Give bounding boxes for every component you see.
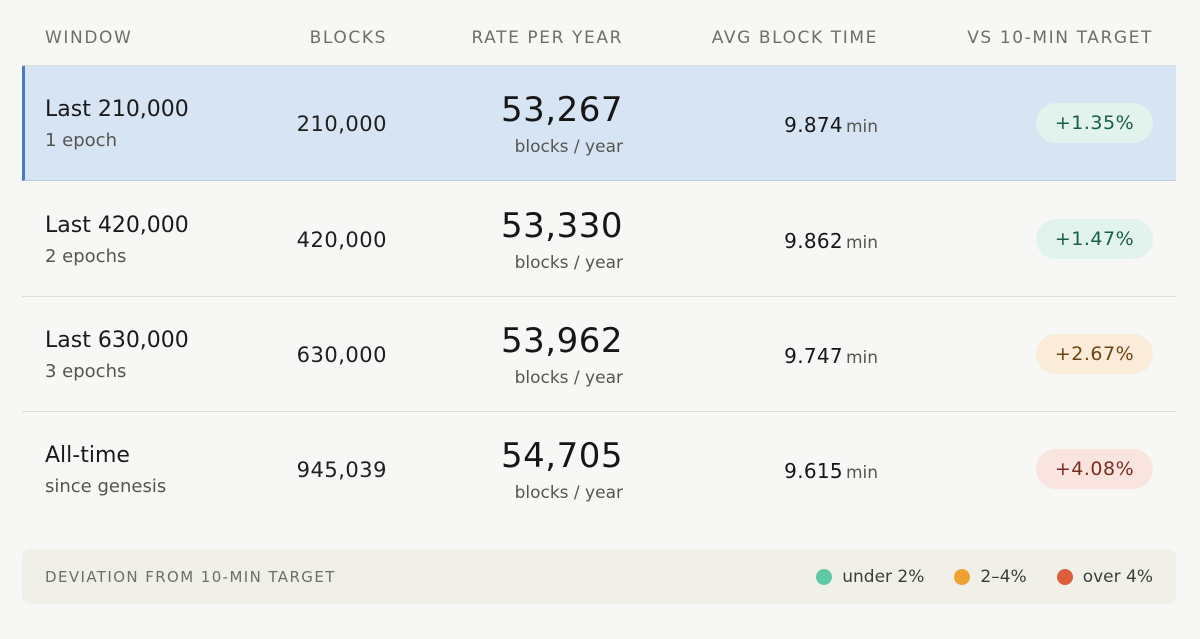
legend-label: under 2% (842, 566, 925, 587)
header-rate-per-year[interactable]: RATE PER YEAR (471, 28, 623, 48)
window-subtitle: since genesis (45, 476, 167, 497)
window-subtitle: 3 epochs (45, 361, 127, 382)
legend-items: under 2% 2–4% over 4% (786, 549, 1153, 604)
avg-unit: min (845, 348, 878, 368)
avg-value: 9.747 (784, 344, 843, 368)
legend-item-over-4: over 4% (1056, 566, 1153, 587)
rate-value: 53,330 (501, 206, 623, 246)
legend-title: DEVIATION FROM 10-MIN TARGET (45, 568, 336, 586)
legend-label: 2–4% (980, 566, 1027, 587)
window-title: Last 630,000 (45, 328, 189, 353)
deviation-badge: +1.47% (1036, 219, 1153, 259)
deviation-badge: +2.67% (1036, 334, 1153, 374)
rate-value: 53,267 (501, 90, 623, 130)
header-blocks[interactable]: BLOCKS (309, 28, 387, 48)
deviation-legend: DEVIATION FROM 10-MIN TARGET under 2% 2–… (22, 549, 1176, 604)
window-subtitle: 1 epoch (45, 130, 117, 151)
red-dot-icon (1056, 568, 1073, 585)
window-subtitle: 2 epochs (45, 246, 127, 267)
blocks-value: 630,000 (296, 343, 387, 367)
avg-unit: min (845, 117, 878, 137)
table-row[interactable]: Last 420,000 2 epochs 420,000 53,330 blo… (22, 182, 1176, 297)
header-vs-target[interactable]: VS 10-MIN TARGET (967, 28, 1153, 48)
avg-value: 9.874 (784, 113, 843, 137)
window-title: Last 210,000 (45, 97, 189, 122)
table-row[interactable]: Last 630,000 3 epochs 630,000 53,962 blo… (22, 297, 1176, 412)
rate-value: 54,705 (501, 436, 623, 476)
legend-label: over 4% (1082, 566, 1153, 587)
window-title: All-time (45, 443, 130, 468)
rate-unit: blocks / year (514, 483, 623, 503)
rate-unit: blocks / year (514, 253, 623, 273)
table-row[interactable]: All-time since genesis 945,039 54,705 bl… (22, 412, 1176, 527)
legend-item-2-4: 2–4% (954, 566, 1027, 587)
rate-unit: blocks / year (514, 368, 623, 388)
table-header: WINDOW BLOCKS RATE PER YEAR AVG BLOCK TI… (22, 0, 1176, 66)
avg-block-time: 9.615 min (784, 459, 878, 483)
avg-block-time: 9.747 min (784, 344, 878, 368)
avg-block-time: 9.862 min (784, 229, 878, 253)
rate-value: 53,962 (501, 321, 623, 361)
avg-value: 9.615 (784, 459, 843, 483)
avg-unit: min (845, 463, 878, 483)
rate-unit: blocks / year (514, 137, 623, 157)
window-title: Last 420,000 (45, 213, 189, 238)
avg-block-time: 9.874 min (784, 113, 878, 137)
blocks-value: 420,000 (296, 228, 387, 252)
deviation-badge: +1.35% (1036, 103, 1153, 143)
avg-value: 9.862 (784, 229, 843, 253)
avg-unit: min (845, 233, 878, 253)
blocks-value: 945,039 (296, 458, 387, 482)
deviation-badge: +4.08% (1036, 449, 1153, 489)
table-row[interactable]: Last 210,000 1 epoch 210,000 53,267 bloc… (22, 66, 1176, 181)
header-window[interactable]: WINDOW (45, 28, 133, 48)
blocks-value: 210,000 (296, 112, 387, 136)
amber-dot-icon (954, 568, 971, 585)
legend-item-under-2: under 2% (816, 567, 924, 587)
green-dot-icon (816, 568, 833, 585)
header-avg-block-time[interactable]: AVG BLOCK TIME (711, 28, 878, 48)
